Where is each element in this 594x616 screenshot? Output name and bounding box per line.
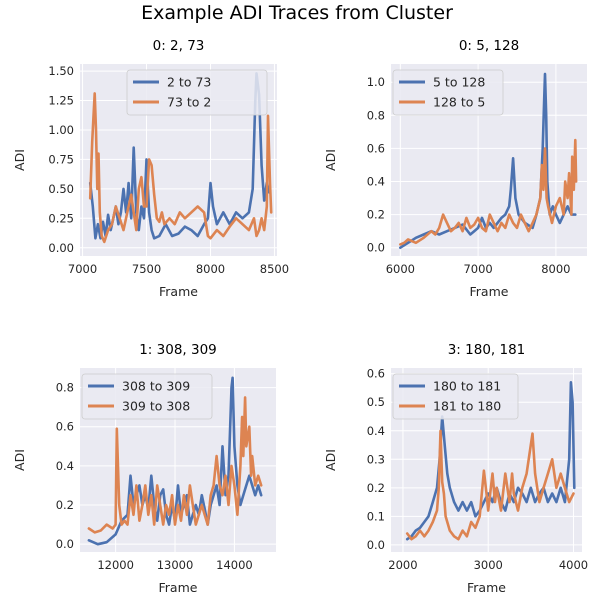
chart-panel-3: 0.0 0.2 0.4 0.6 0.8 12000 13000 14000 1: 308, 30… [12,342,276,595]
y-tick-label: 0.8 [367,108,385,122]
x-tick-label: 2000 [388,558,417,572]
figure-title: Example ADI Traces from Cluster [141,2,453,24]
x-tick-label: 6000 [386,262,415,276]
x-tick-label: 12000 [97,558,134,572]
y-tick-label: 0.1 [367,509,385,523]
y-tick-label: 0.2 [56,498,74,512]
series-line-2 [88,92,273,244]
legend-label: 5 to 128 [433,75,485,90]
y-tick-label: 0.0 [56,537,74,551]
y-tick-label: 1.0 [367,75,385,89]
legend-label: 128 to 5 [433,95,485,110]
series-line-2 [398,138,578,246]
legend: 5 to 128 128 to 5 [392,69,504,116]
chart-title: 1: 308, 309 [139,342,217,358]
y-tick-label: 0.6 [367,141,385,155]
y-tick-label: 0.2 [367,481,385,495]
chart-panel-1: 0.00 0.25 0.50 0.75 1.00 1.25 1.50 7000 7500 8000… [12,38,289,299]
legend: 2 to 73 73 to 2 [126,69,268,116]
y-axis-label: ADI [12,149,27,171]
series-line-2 [405,429,575,541]
y-tick-label: 0.0 [367,241,385,255]
y-tick-label: 0.3 [367,452,385,466]
y-tick-label: 0.6 [56,420,74,434]
x-axis-label: Frame [159,284,198,299]
legend: 180 to 181 181 to 180 [392,373,519,420]
x-tick-label: 8000 [541,262,570,276]
y-tick-label: 1.00 [48,123,74,137]
chart-title: 0: 2, 73 [153,38,205,54]
y-tick-label: 0.6 [367,367,385,381]
x-axis-label: Frame [159,580,198,595]
x-tick-label: 7000 [68,262,97,276]
x-tick-label: 7500 [132,262,161,276]
legend-label: 180 to 181 [433,379,501,394]
y-tick-label: 0.25 [48,211,74,225]
y-tick-label: 0.4 [367,424,385,438]
chart-panel-2: 0.0 0.2 0.4 0.6 0.8 1.0 6000 7000 8000 0: 5, 128 F… [323,38,587,299]
y-tick-label: 0.50 [48,182,74,196]
x-axis-label: Frame [470,284,509,299]
y-axis-label: ADI [323,449,338,471]
y-tick-label: 0.5 [367,395,385,409]
legend-box [81,373,213,420]
y-axis-label: ADI [323,149,338,171]
legend-label: 2 to 73 [167,75,211,90]
chart-panel-4: 0.0 0.1 0.2 0.3 0.4 0.5 0.6 2000 3000 4000 3: 180,… [323,342,588,595]
y-tick-label: 0.2 [367,208,385,222]
legend-box [126,69,268,116]
x-tick-label: 4000 [559,558,588,572]
y-tick-label: 0.00 [48,241,74,255]
y-tick-label: 0.4 [367,175,385,189]
y-axis-label: ADI [12,449,27,471]
legend-label: 308 to 309 [122,379,190,394]
legend: 308 to 309 309 to 308 [81,373,213,420]
x-tick-label: 8000 [196,262,225,276]
x-tick-label: 13000 [157,558,194,572]
y-tick-label: 1.25 [48,94,74,108]
x-tick-label: 14000 [216,558,253,572]
y-tick-label: 1.50 [48,64,74,78]
legend-label: 73 to 2 [167,95,211,110]
chart-title: 0: 5, 128 [459,38,519,54]
x-tick-label: 8500 [260,262,289,276]
chart-title: 3: 180, 181 [448,342,526,358]
legend-label: 309 to 308 [122,399,190,414]
x-tick-label: 3000 [474,558,503,572]
x-axis-label: Frame [467,580,506,595]
legend-label: 181 to 180 [433,399,501,414]
y-tick-label: 0.0 [367,538,385,552]
series-line-2 [87,396,263,534]
y-tick-label: 0.8 [56,381,74,395]
y-tick-label: 0.4 [56,459,74,473]
y-tick-label: 0.75 [48,152,74,166]
x-tick-label: 7000 [463,262,492,276]
